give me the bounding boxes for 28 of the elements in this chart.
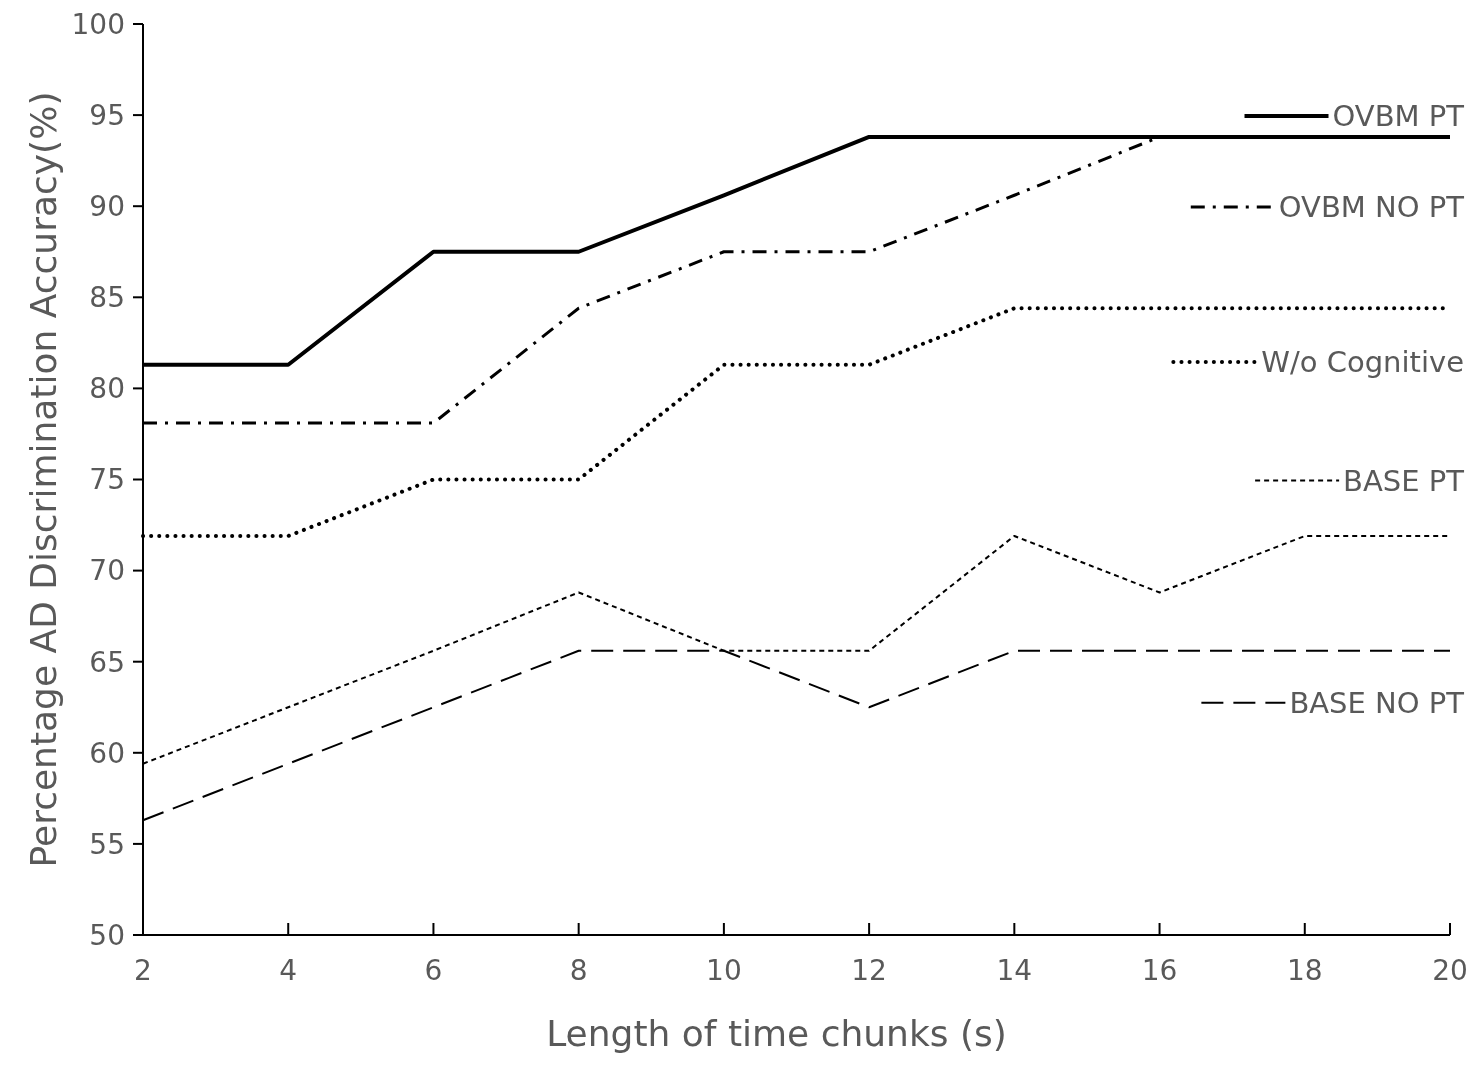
y-tick-label: 55 bbox=[89, 827, 125, 861]
x-tick-label: 10 bbox=[706, 954, 742, 987]
x-tick-label: 12 bbox=[851, 954, 887, 987]
x-tick-label: 8 bbox=[569, 954, 588, 987]
x-tick-label: 4 bbox=[279, 954, 298, 987]
y-axis-title: Percentage AD Discrimination Accuracy(%) bbox=[23, 91, 64, 868]
x-tick-label: 14 bbox=[996, 954, 1033, 987]
legend-label: OVBM PT bbox=[1332, 99, 1465, 134]
y-tick-label: 80 bbox=[89, 372, 125, 406]
y-tick-label: 90 bbox=[89, 190, 125, 223]
x-tick-label: 20 bbox=[1432, 954, 1468, 987]
legend-label: BASE PT bbox=[1343, 463, 1465, 498]
x-tick-label: 2 bbox=[134, 954, 152, 987]
y-tick-label: 65 bbox=[89, 645, 125, 679]
legend-label: OVBM NO PT bbox=[1278, 190, 1465, 225]
y-tick-label: 75 bbox=[89, 463, 125, 497]
y-tick-label: 100 bbox=[71, 7, 125, 41]
y-tick-label: 85 bbox=[89, 281, 125, 315]
y-tick-label: 70 bbox=[89, 554, 125, 588]
legend-label: BASE NO PT bbox=[1289, 685, 1465, 720]
y-tick-label: 60 bbox=[89, 736, 125, 770]
y-tick-label: 95 bbox=[89, 98, 125, 132]
x-tick-label: 18 bbox=[1286, 954, 1323, 987]
y-tick-label: 50 bbox=[89, 918, 125, 952]
x-axis-title: Length of time chunks (s) bbox=[546, 1013, 1007, 1054]
x-tick-label: 6 bbox=[424, 954, 443, 987]
legend-label: W/o Cognitive bbox=[1261, 345, 1464, 380]
x-tick-label: 16 bbox=[1141, 954, 1178, 987]
